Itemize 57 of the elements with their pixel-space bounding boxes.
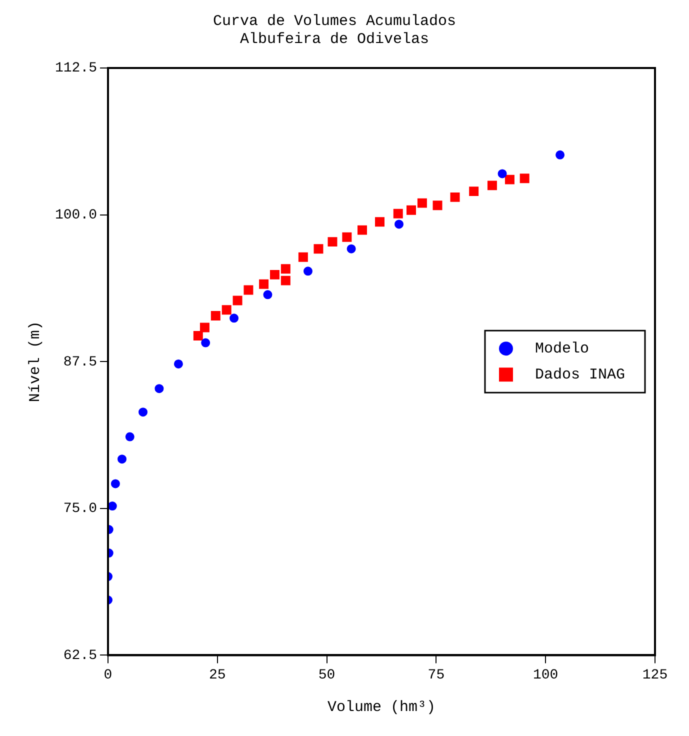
x-tick-label: 50 (318, 667, 336, 684)
x-tick-label: 25 (209, 667, 226, 684)
point (504, 174, 514, 184)
point (270, 270, 280, 280)
point (328, 237, 338, 247)
point (200, 322, 210, 332)
point (556, 150, 565, 160)
point (303, 266, 312, 276)
point (193, 331, 203, 341)
point (280, 276, 290, 286)
x-axis-title: Volume (hm³) (327, 698, 436, 716)
point (393, 208, 403, 218)
point (118, 454, 127, 464)
point (210, 311, 220, 321)
point (498, 169, 507, 178)
point (342, 232, 352, 242)
point (174, 359, 183, 368)
point (201, 338, 210, 348)
point (230, 314, 239, 323)
point (432, 200, 442, 210)
point (244, 285, 254, 295)
y-tick-label: 100.0 (54, 208, 98, 224)
point (110, 479, 120, 488)
point (263, 290, 272, 300)
point (394, 220, 404, 229)
point (487, 180, 497, 190)
y-tick-label: 62.5 (63, 648, 98, 664)
x-tick-label: 100 (532, 667, 558, 684)
point (520, 174, 530, 184)
point (314, 244, 324, 254)
point (154, 384, 164, 394)
point (125, 432, 134, 442)
y-tick-label: 112.5 (54, 60, 98, 77)
x-tick-label: 75 (428, 667, 445, 684)
y-tick-label: 75.0 (63, 501, 98, 518)
point (375, 217, 384, 227)
text: Curva de Volumes Acumulados (212, 12, 456, 30)
point (222, 305, 232, 315)
y-axis-title: Nível (m) (26, 321, 44, 402)
legend-label: Dados INAG (534, 366, 625, 384)
point (469, 186, 479, 196)
point (417, 198, 427, 208)
point (280, 264, 290, 274)
point (346, 244, 356, 254)
point (138, 408, 148, 417)
point (259, 279, 269, 289)
point (232, 296, 242, 306)
y-tick-label: 87.5 (63, 354, 98, 370)
x-tick-label: 0 (104, 667, 112, 684)
point (358, 225, 367, 235)
text: Albufeira de Odivelas (240, 30, 430, 48)
legend-label: Modelo (534, 340, 589, 358)
x-tick-label: 125 (642, 667, 668, 684)
point (108, 502, 117, 511)
point (406, 205, 416, 215)
point (298, 252, 308, 262)
point (450, 192, 460, 202)
